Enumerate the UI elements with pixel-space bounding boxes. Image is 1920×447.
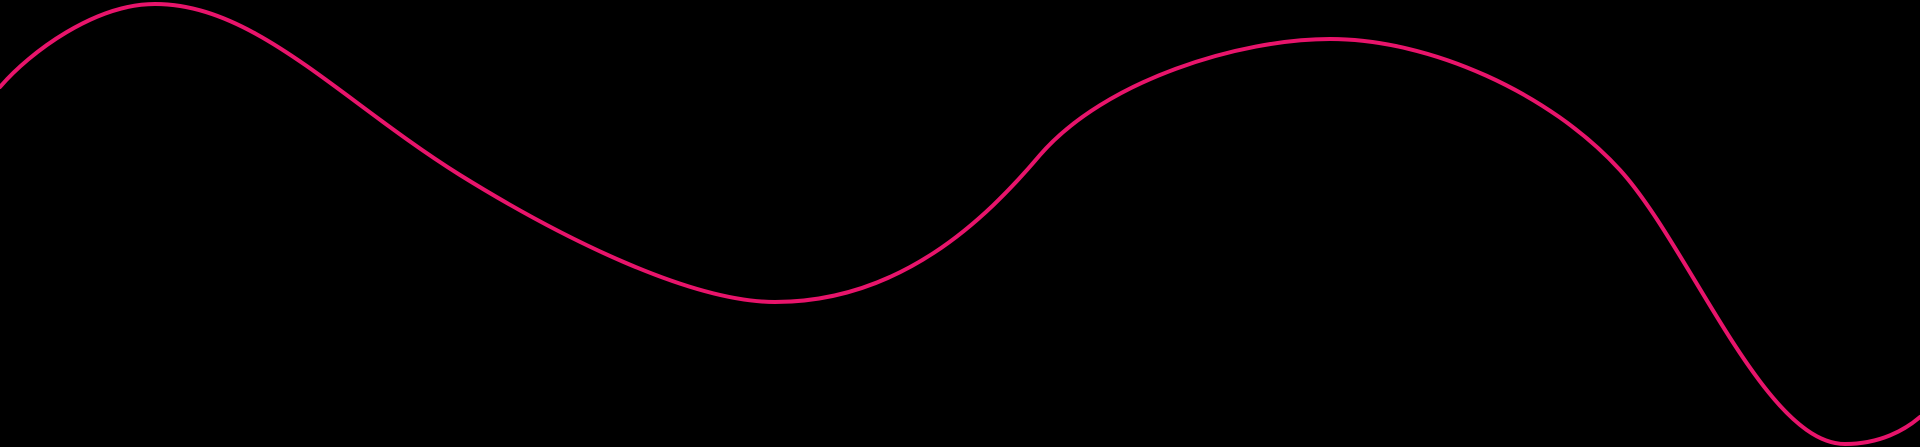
canvas xyxy=(0,1,1920,447)
wave-canvas xyxy=(0,1,1920,447)
pink-wave-curve xyxy=(0,1,1920,447)
